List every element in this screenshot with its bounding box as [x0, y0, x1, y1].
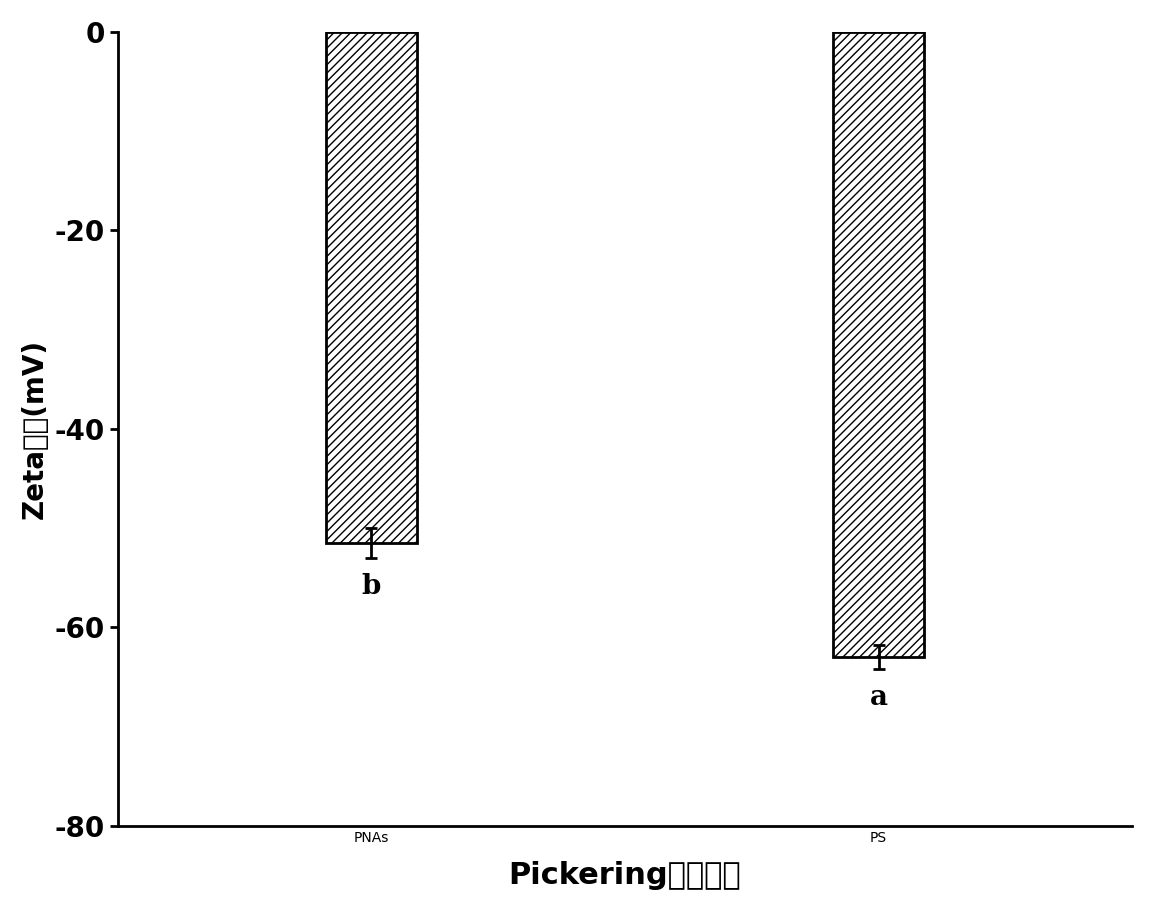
Text: b: b [362, 573, 382, 599]
Bar [326, 32, 417, 543]
Bar [832, 32, 925, 657]
Y-axis label: Zeta电位(mV): Zeta电位(mV) [21, 339, 48, 518]
Text: a: a [869, 684, 888, 711]
X-axis label: Pickering粒子种类: Pickering粒子种类 [508, 861, 741, 890]
